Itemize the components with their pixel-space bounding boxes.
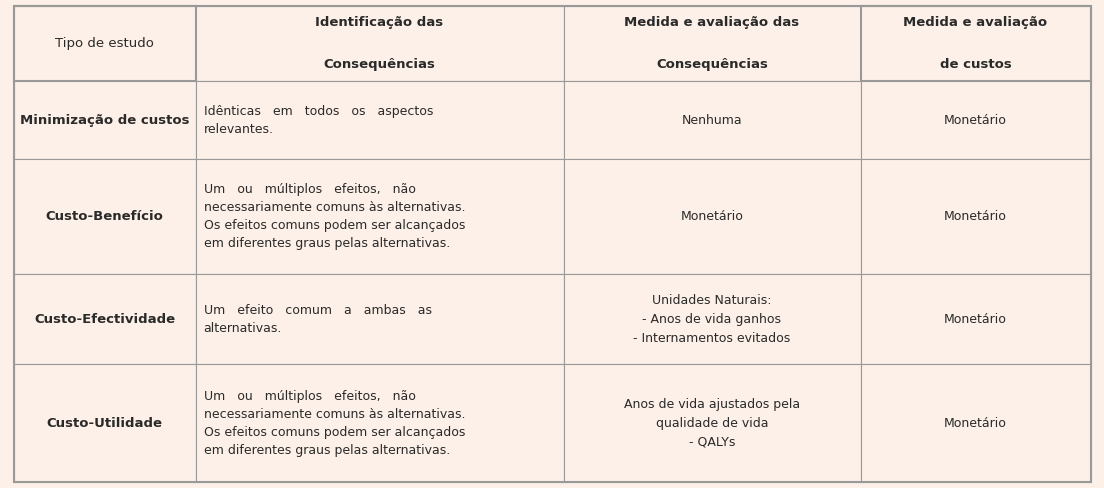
Text: Custo-Benefício: Custo-Benefício [45, 210, 163, 223]
Text: Monetário: Monetário [944, 416, 1007, 429]
Bar [563, 81, 860, 159]
Text: Um   ou   múltiplos   efeitos,   não: Um ou múltiplos efeitos, não [203, 389, 415, 402]
Bar [563, 274, 860, 364]
Bar [13, 81, 195, 159]
Text: Medida e avaliação

de custos: Medida e avaliação de custos [903, 17, 1048, 71]
Text: Monetário: Monetário [944, 210, 1007, 223]
Bar [860, 159, 1091, 274]
Text: alternativas.: alternativas. [203, 321, 282, 334]
Text: Monetário: Monetário [944, 114, 1007, 127]
Text: necessariamente comuns às alternativas.: necessariamente comuns às alternativas. [203, 201, 465, 214]
Bar [860, 81, 1091, 159]
Bar [13, 6, 195, 81]
Text: necessariamente comuns às alternativas.: necessariamente comuns às alternativas. [203, 407, 465, 420]
Bar [195, 81, 563, 159]
Bar [195, 274, 563, 364]
Text: Custo-Efectividade: Custo-Efectividade [34, 312, 176, 325]
Bar [860, 274, 1091, 364]
Text: Monetário: Monetário [944, 312, 1007, 325]
Text: Custo-Utilidade: Custo-Utilidade [46, 416, 162, 429]
Bar [195, 159, 563, 274]
Bar [195, 6, 563, 81]
Bar [860, 6, 1091, 81]
Bar [563, 6, 860, 81]
Text: Tipo de estudo: Tipo de estudo [55, 38, 153, 50]
Text: Anos de vida ajustados pela
qualidade de vida
- QALYs: Anos de vida ajustados pela qualidade de… [624, 397, 800, 448]
Text: Os efeitos comuns podem ser alcançados: Os efeitos comuns podem ser alcançados [203, 219, 465, 232]
Text: Nenhuma: Nenhuma [681, 114, 742, 127]
Text: em diferentes graus pelas alternativas.: em diferentes graus pelas alternativas. [203, 443, 449, 456]
Text: Idênticas   em   todos   os   aspectos: Idênticas em todos os aspectos [203, 105, 433, 118]
Text: Monetário: Monetário [680, 210, 743, 223]
Text: Identificação das

Consequências: Identificação das Consequências [316, 17, 444, 71]
Text: Os efeitos comuns podem ser alcançados: Os efeitos comuns podem ser alcançados [203, 425, 465, 438]
Bar [860, 364, 1091, 482]
Bar [13, 364, 195, 482]
Bar [563, 159, 860, 274]
Bar [13, 274, 195, 364]
Text: Um   efeito   comum   a   ambas   as: Um efeito comum a ambas as [203, 304, 432, 316]
Text: Minimização de custos: Minimização de custos [20, 114, 189, 127]
Text: relevantes.: relevantes. [203, 123, 274, 136]
Text: Um   ou   múltiplos   efeitos,   não: Um ou múltiplos efeitos, não [203, 183, 415, 196]
Text: Medida e avaliação das

Consequências: Medida e avaliação das Consequências [625, 17, 799, 71]
Bar [195, 364, 563, 482]
Text: Unidades Naturais:
- Anos de vida ganhos
- Internamentos evitados: Unidades Naturais: - Anos de vida ganhos… [634, 293, 790, 345]
Bar [13, 159, 195, 274]
Text: em diferentes graus pelas alternativas.: em diferentes graus pelas alternativas. [203, 237, 449, 250]
Bar [563, 364, 860, 482]
